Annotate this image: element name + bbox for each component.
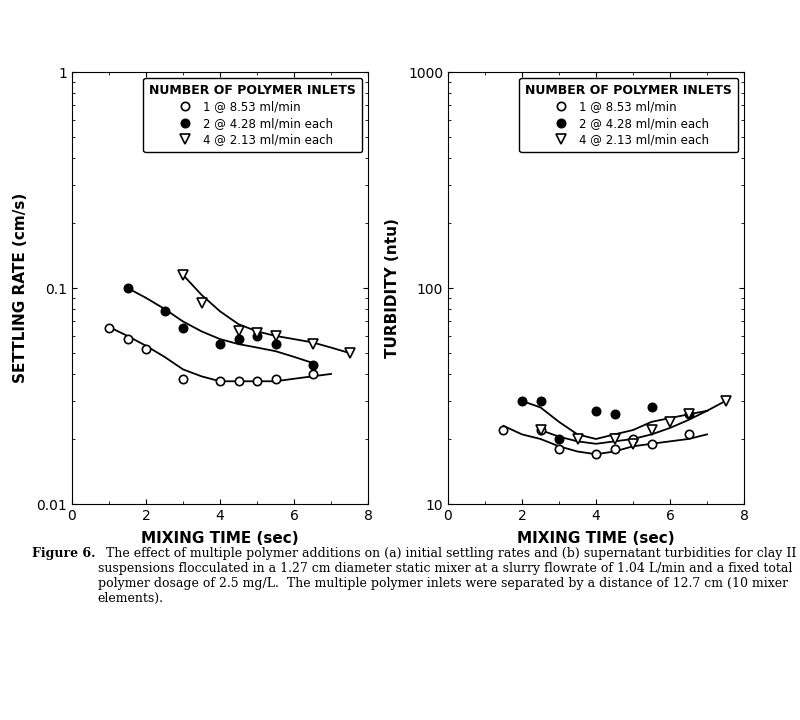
- Y-axis label: SETTLING RATE (cm/s): SETTLING RATE (cm/s): [13, 193, 28, 383]
- X-axis label: MIXING TIME (sec): MIXING TIME (sec): [517, 531, 675, 546]
- X-axis label: MIXING TIME (sec): MIXING TIME (sec): [141, 531, 299, 546]
- Text: The effect of multiple polymer additions on (a) initial settling rates and (b) s: The effect of multiple polymer additions…: [98, 547, 796, 606]
- Legend: 1 @ 8.53 ml/min, 2 @ 4.28 ml/min each, 4 @ 2.13 ml/min each: 1 @ 8.53 ml/min, 2 @ 4.28 ml/min each, 4…: [143, 78, 362, 153]
- Text: Figure 6.: Figure 6.: [32, 547, 95, 560]
- Legend: 1 @ 8.53 ml/min, 2 @ 4.28 ml/min each, 4 @ 2.13 ml/min each: 1 @ 8.53 ml/min, 2 @ 4.28 ml/min each, 4…: [519, 78, 738, 153]
- Text: (a): (a): [338, 81, 362, 96]
- Text: (b): (b): [714, 81, 738, 96]
- Y-axis label: TURBIDITY (ntu): TURBIDITY (ntu): [385, 218, 400, 358]
